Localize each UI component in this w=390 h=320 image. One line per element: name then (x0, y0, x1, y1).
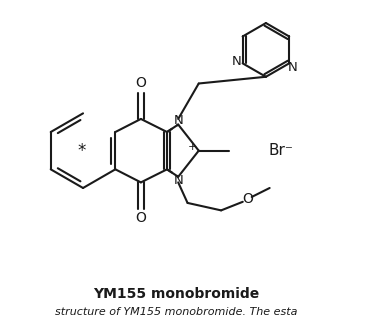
Text: structure of YM155 monobromide. The esta: structure of YM155 monobromide. The esta (55, 307, 298, 317)
Text: N: N (173, 174, 183, 187)
Text: YM155 monobromide: YM155 monobromide (93, 287, 259, 301)
Text: +: + (187, 142, 197, 152)
Text: O: O (135, 211, 146, 225)
Text: *: * (77, 142, 85, 160)
Text: O: O (135, 76, 146, 91)
Text: N: N (288, 60, 298, 74)
Text: N: N (173, 114, 183, 127)
Text: Br⁻: Br⁻ (268, 143, 293, 158)
Text: N: N (232, 55, 242, 68)
Text: O: O (242, 192, 253, 206)
